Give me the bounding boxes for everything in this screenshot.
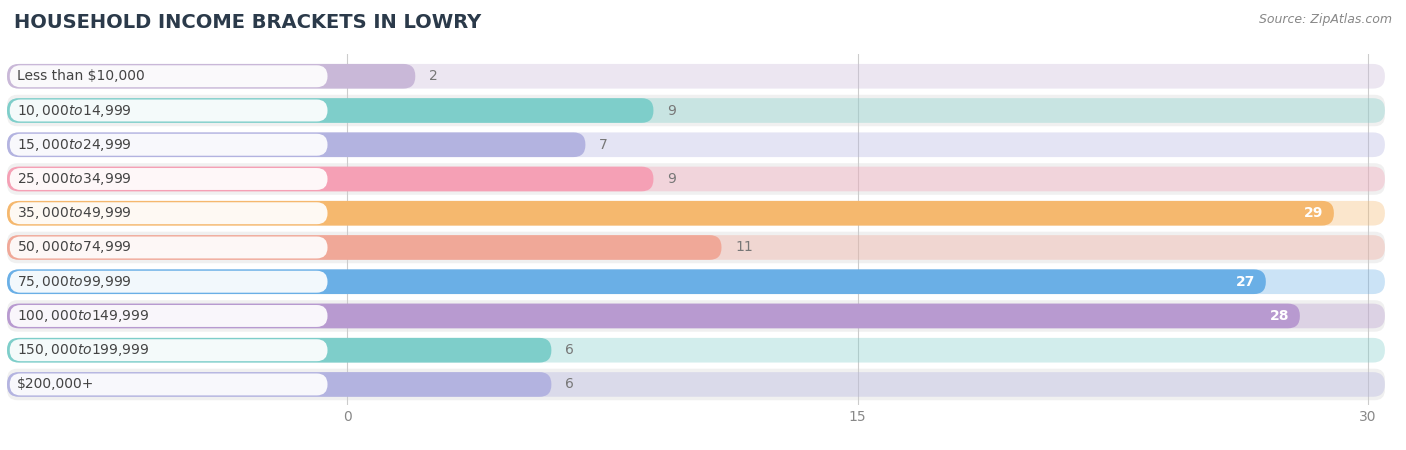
Text: $50,000 to $74,999: $50,000 to $74,999 [17,239,132,256]
Text: $100,000 to $149,999: $100,000 to $149,999 [17,308,149,324]
FancyBboxPatch shape [7,98,1385,123]
FancyBboxPatch shape [10,339,328,361]
FancyBboxPatch shape [7,372,551,397]
FancyBboxPatch shape [10,168,328,190]
Text: 9: 9 [666,104,676,117]
Text: 6: 6 [565,343,574,357]
Text: 9: 9 [666,172,676,186]
FancyBboxPatch shape [7,64,1385,89]
FancyBboxPatch shape [7,198,1385,229]
FancyBboxPatch shape [10,271,328,292]
FancyBboxPatch shape [7,166,654,191]
Text: $15,000 to $24,999: $15,000 to $24,999 [17,137,132,153]
FancyBboxPatch shape [7,98,654,123]
Text: 6: 6 [565,378,574,392]
FancyBboxPatch shape [7,266,1385,297]
Text: 11: 11 [735,240,752,255]
FancyBboxPatch shape [7,64,415,89]
Text: 7: 7 [599,138,607,152]
Text: $75,000 to $99,999: $75,000 to $99,999 [17,274,132,290]
Text: 2: 2 [429,69,437,83]
Text: 29: 29 [1305,206,1323,220]
FancyBboxPatch shape [7,129,1385,161]
FancyBboxPatch shape [7,235,1385,260]
FancyBboxPatch shape [7,60,1385,92]
FancyBboxPatch shape [7,300,1385,332]
FancyBboxPatch shape [10,202,328,224]
FancyBboxPatch shape [10,237,328,258]
FancyBboxPatch shape [7,372,1385,397]
FancyBboxPatch shape [7,166,1385,191]
FancyBboxPatch shape [7,304,1385,328]
Text: $10,000 to $14,999: $10,000 to $14,999 [17,103,132,118]
Text: $25,000 to $34,999: $25,000 to $34,999 [17,171,132,187]
Text: 27: 27 [1236,274,1256,289]
FancyBboxPatch shape [7,232,1385,263]
FancyBboxPatch shape [7,163,1385,195]
FancyBboxPatch shape [7,95,1385,126]
Text: $35,000 to $49,999: $35,000 to $49,999 [17,205,132,221]
Text: Less than $10,000: Less than $10,000 [17,69,145,83]
Text: $200,000+: $200,000+ [17,378,94,392]
FancyBboxPatch shape [10,134,328,156]
FancyBboxPatch shape [10,99,328,122]
FancyBboxPatch shape [7,270,1265,294]
FancyBboxPatch shape [7,132,585,157]
Text: 28: 28 [1270,309,1289,323]
FancyBboxPatch shape [7,334,1385,366]
FancyBboxPatch shape [7,338,551,363]
FancyBboxPatch shape [7,201,1334,225]
FancyBboxPatch shape [7,270,1385,294]
FancyBboxPatch shape [7,201,1385,225]
FancyBboxPatch shape [10,65,328,87]
FancyBboxPatch shape [7,304,1301,328]
Text: HOUSEHOLD INCOME BRACKETS IN LOWRY: HOUSEHOLD INCOME BRACKETS IN LOWRY [14,14,481,32]
Text: $150,000 to $199,999: $150,000 to $199,999 [17,342,149,358]
FancyBboxPatch shape [7,235,721,260]
FancyBboxPatch shape [7,338,1385,363]
FancyBboxPatch shape [10,374,328,396]
FancyBboxPatch shape [7,132,1385,157]
FancyBboxPatch shape [10,305,328,327]
FancyBboxPatch shape [7,369,1385,400]
Text: Source: ZipAtlas.com: Source: ZipAtlas.com [1258,14,1392,27]
